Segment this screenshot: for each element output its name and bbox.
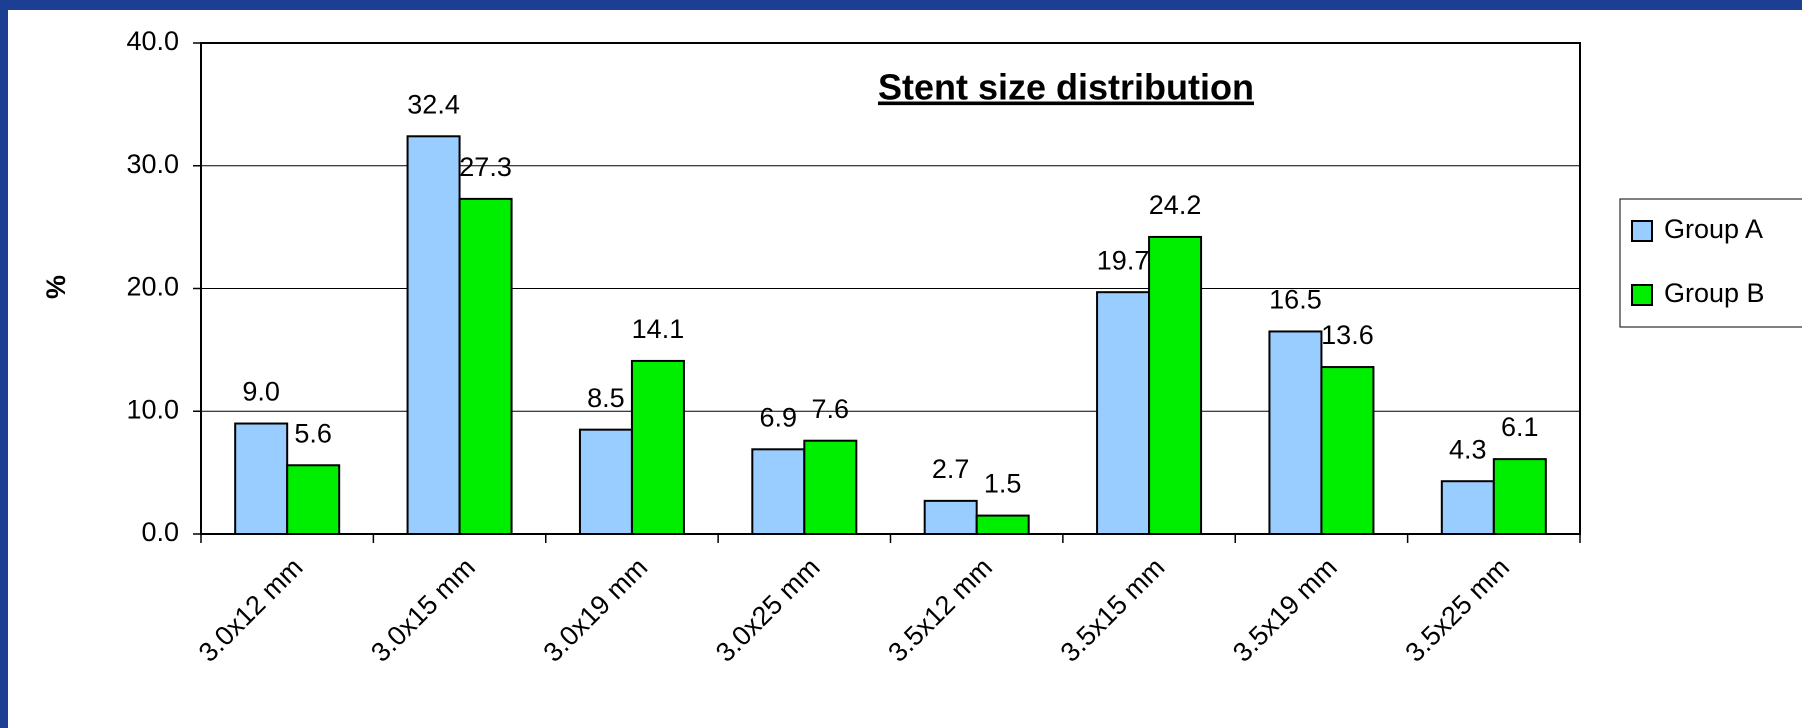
- y-tick-label: 40.0: [126, 26, 179, 56]
- bar: [234, 422, 289, 535]
- bar: [803, 439, 858, 535]
- data-label: 2.7: [932, 454, 970, 484]
- data-label: 8.5: [587, 383, 625, 413]
- y-tick-label: 10.0: [126, 394, 179, 424]
- bar: [1492, 458, 1547, 535]
- data-label: 19.7: [1097, 245, 1150, 275]
- y-tick-label: 30.0: [126, 149, 179, 179]
- bar: [1268, 330, 1323, 535]
- bar: [975, 514, 1030, 536]
- data-label: 5.6: [294, 418, 332, 448]
- bar: [630, 359, 685, 535]
- bar: [578, 428, 633, 536]
- background: [8, 10, 1802, 728]
- data-label: 32.4: [407, 89, 460, 119]
- data-label: 7.6: [812, 394, 850, 424]
- data-label: 9.0: [242, 377, 280, 407]
- data-label: 6.1: [1501, 412, 1539, 442]
- bar: [1320, 366, 1375, 535]
- bar: [923, 499, 978, 536]
- data-label: 14.1: [632, 314, 685, 344]
- data-label: 24.2: [1149, 190, 1202, 220]
- y-axis-label: %: [41, 275, 71, 299]
- data-label: 6.9: [760, 402, 798, 432]
- data-label: 4.3: [1449, 434, 1487, 464]
- y-tick-label: 0.0: [141, 517, 179, 547]
- bar: [406, 135, 461, 535]
- bar: [1148, 235, 1203, 535]
- chart-title: Stent size distribution: [878, 67, 1254, 108]
- bar: [286, 464, 341, 536]
- legend-label: Group B: [1664, 278, 1765, 308]
- bar: [458, 197, 513, 536]
- bar: [751, 448, 806, 535]
- legend-swatch: [1631, 220, 1653, 242]
- data-label: 1.5: [984, 469, 1022, 499]
- data-label: 27.3: [459, 152, 512, 182]
- legend-swatch: [1631, 284, 1653, 306]
- legend-label: Group A: [1664, 214, 1763, 244]
- y-tick-label: 20.0: [126, 272, 179, 302]
- bar: [1096, 291, 1151, 535]
- data-label: 16.5: [1269, 285, 1322, 315]
- data-label: 13.6: [1321, 320, 1374, 350]
- bar: [1440, 480, 1495, 535]
